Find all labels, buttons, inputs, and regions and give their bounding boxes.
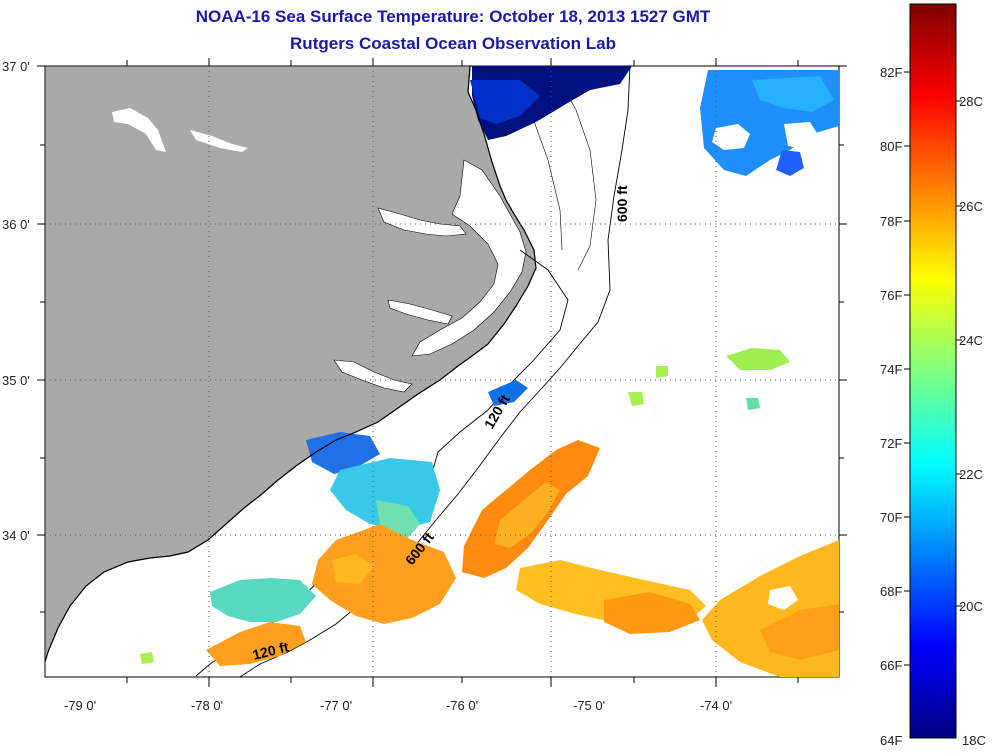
latitude-label: 37 0': [2, 59, 30, 74]
colorbar-f-label: 68F: [880, 584, 902, 599]
inland-lake-2: [190, 130, 248, 152]
colorbar-f-label: 78F: [880, 214, 902, 229]
longitude-label: -78 0': [191, 698, 223, 713]
graticule: [45, 66, 839, 677]
colorbar-f-label: 74F: [880, 362, 902, 377]
isobath-600ft: [239, 66, 631, 677]
colorbar-c-label: 18C: [962, 733, 986, 748]
colorbar-f-label: 76F: [880, 288, 902, 303]
longitude-label: -75 0': [573, 698, 605, 713]
colorbar-f-label: 82F: [880, 65, 902, 80]
longitude-label: -79 0': [64, 698, 96, 713]
colorbar-f-label: 70F: [880, 510, 902, 525]
colorbar-f-label: 80F: [880, 139, 902, 154]
colorbar-c-label: 24C: [959, 333, 983, 348]
axis-ticks: [37, 58, 847, 687]
map-subtitle: Rutgers Coastal Ocean Observation Lab: [290, 34, 616, 53]
latitude-label: 34 0': [2, 528, 30, 543]
albemarle-sound: [377, 207, 467, 237]
isobath-label: 600 ft: [614, 185, 630, 222]
colorbar-f-label: 72F: [880, 436, 902, 451]
latitude-label: 35 0': [2, 373, 30, 388]
colorbar-c-label: 26C: [959, 199, 983, 214]
inland-lake-1: [112, 108, 166, 152]
shoal-line-1: [559, 79, 597, 271]
colorbar-c-label: 22C: [959, 467, 983, 482]
colorbar-f-label: 66F: [880, 658, 902, 673]
longitude-label: -74 0': [700, 698, 732, 713]
map-title: NOAA-16 Sea Surface Temperature: October…: [195, 7, 711, 26]
colorbar-c-label: 28C: [959, 94, 983, 109]
colorbar-f-label: 64F: [880, 733, 902, 748]
coastline: [45, 66, 537, 663]
longitude-label: -77 0': [320, 698, 352, 713]
longitude-label: -76 0': [446, 698, 478, 713]
sst-data-layer: [140, 66, 839, 677]
colorbar-c-label: 20C: [959, 599, 983, 614]
temperature-colorbar: [909, 3, 957, 739]
pamlico-sound: [411, 159, 527, 357]
colorbar-ticks: [904, 71, 962, 666]
latitude-label: 36 0': [2, 217, 30, 232]
pamlico-river: [387, 299, 453, 325]
